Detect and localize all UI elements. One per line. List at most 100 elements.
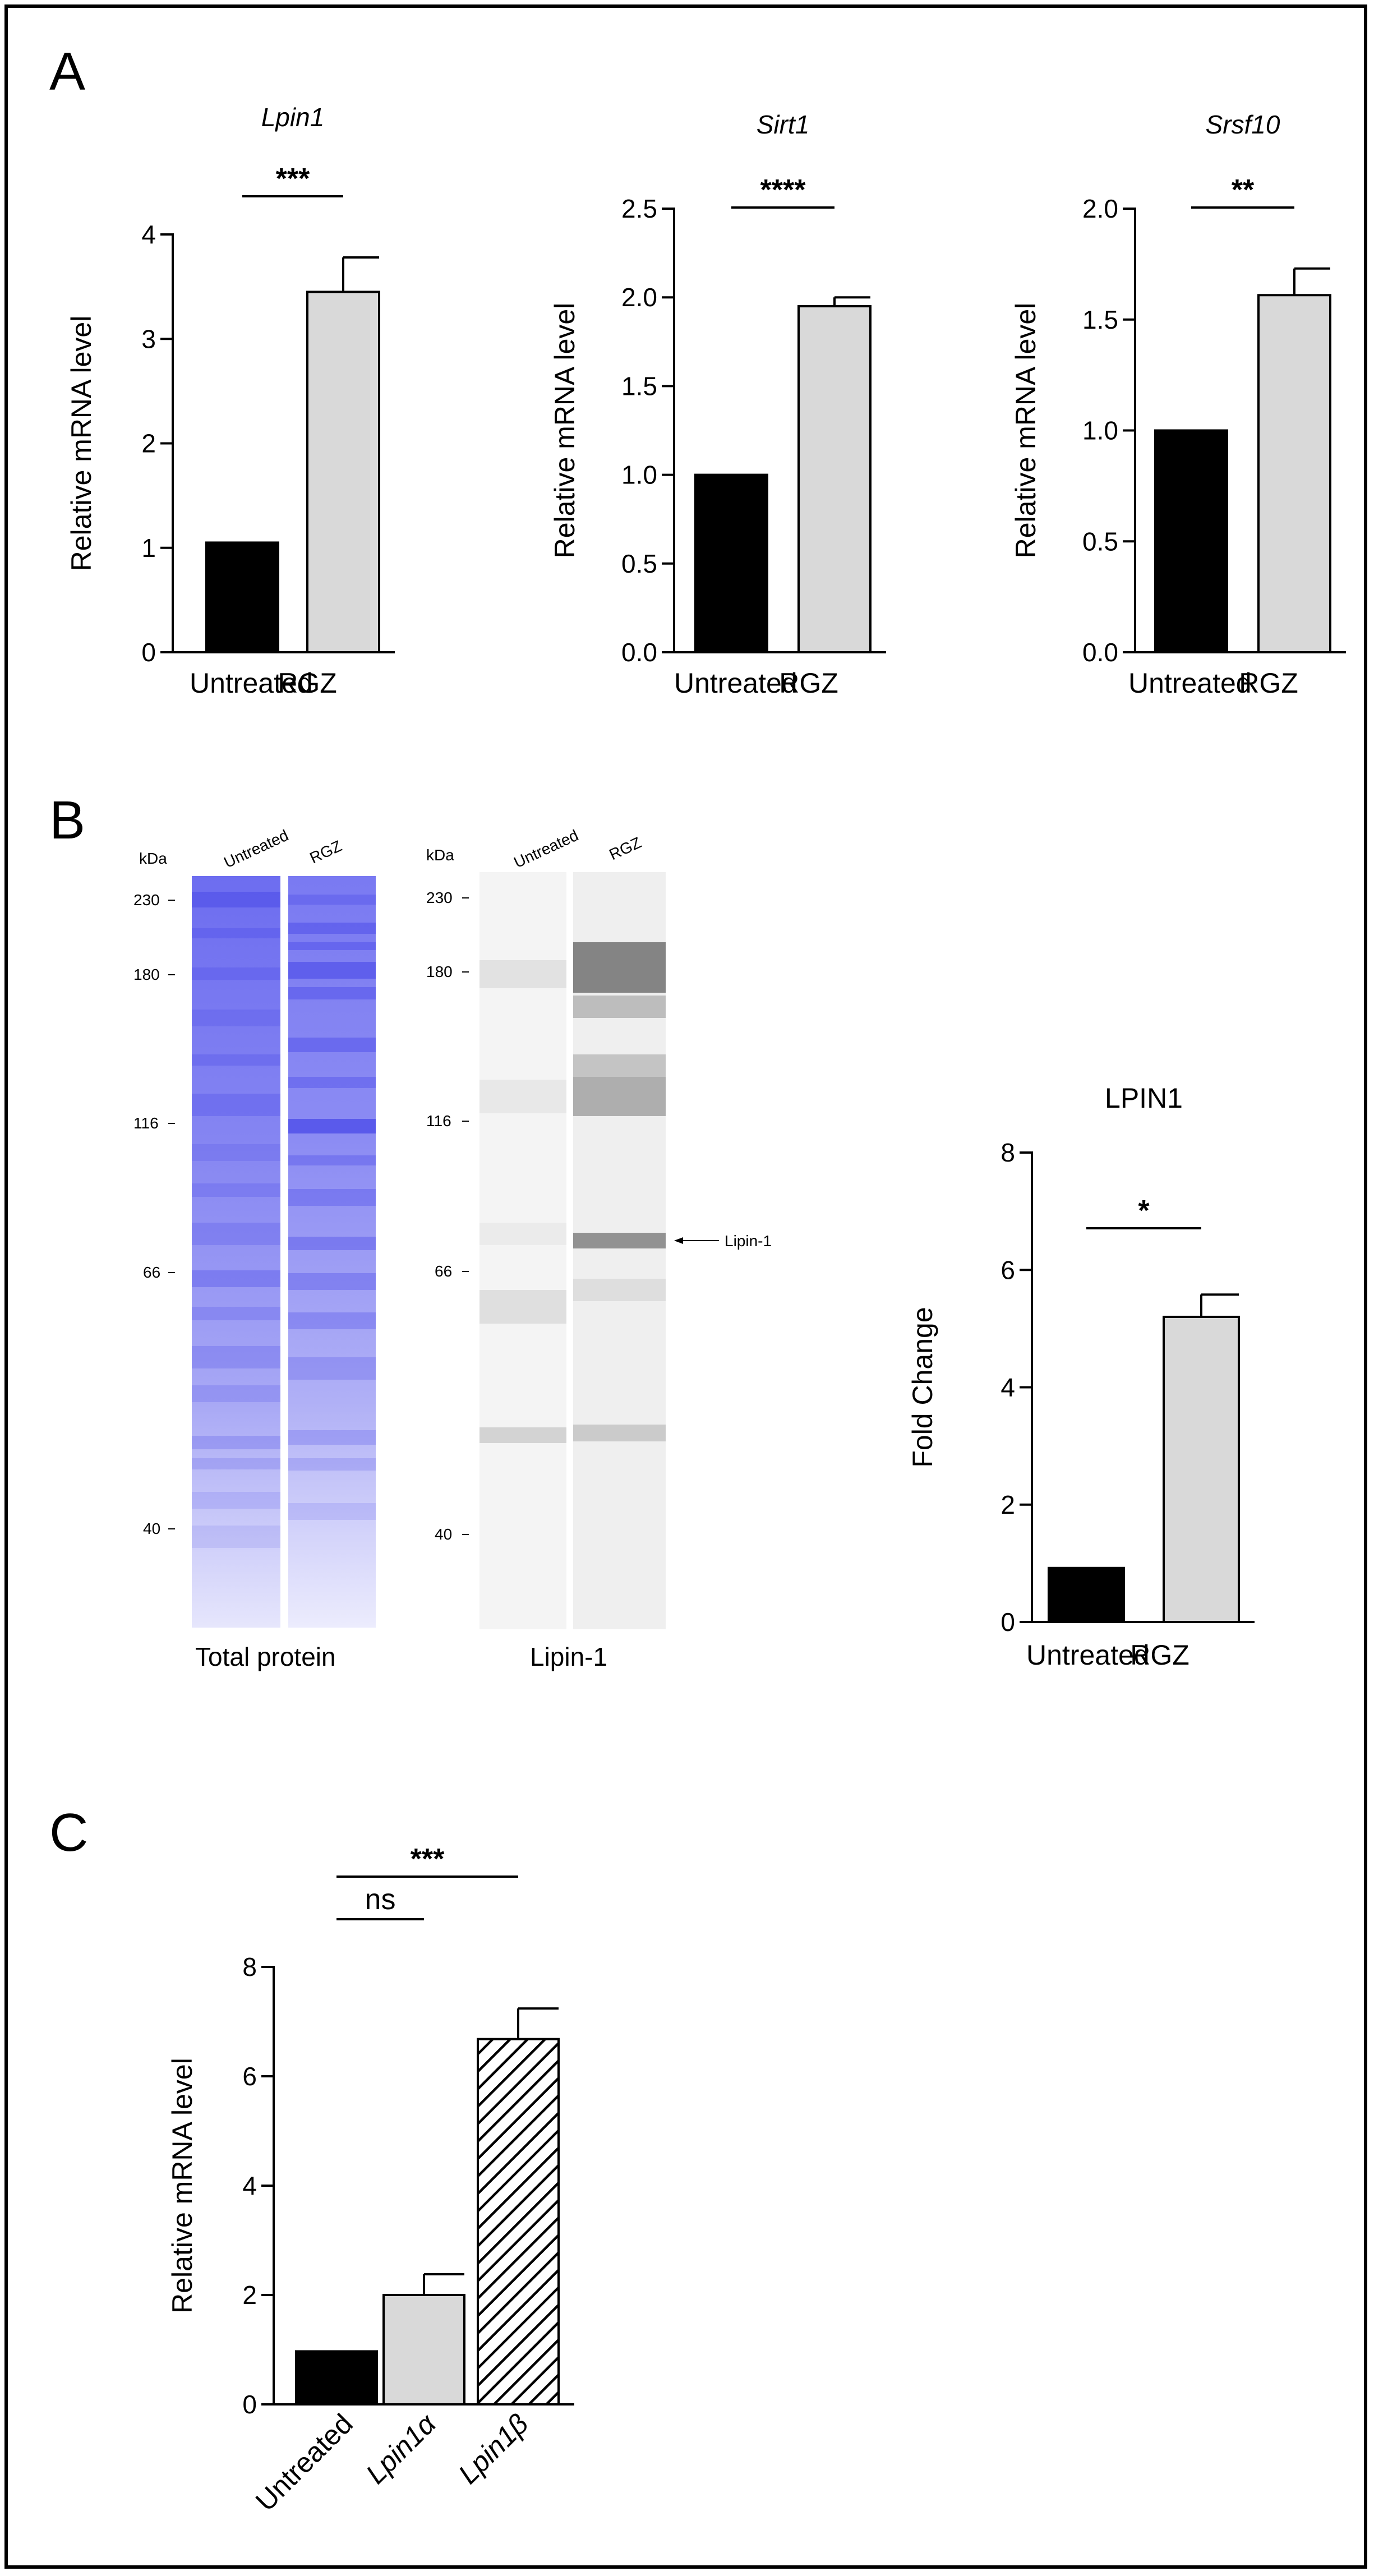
blot-band [479, 1427, 566, 1443]
bar-untreated [694, 473, 768, 653]
bar-untreated [295, 2350, 378, 2406]
blot-band [573, 996, 666, 1018]
chart-title: LPIN1 [1105, 1082, 1183, 1114]
blot-band [573, 1077, 666, 1116]
blot-band [288, 1038, 376, 1052]
y-tick-label: 1.5 [1082, 305, 1118, 334]
marker-116-lipin: 116 [426, 1112, 451, 1130]
lane-label-untreated-total: Untreated [221, 826, 291, 871]
blot-band [288, 1273, 376, 1290]
significance-label: ** [1232, 174, 1255, 206]
marker-40-total: 40 [143, 1520, 160, 1537]
y-axis-label: Relative mRNA level [1010, 303, 1041, 559]
lipin-band-annotation: Lipin-1 [725, 1232, 772, 1250]
blot-band [479, 1223, 566, 1245]
x-category-label: Untreated [1026, 1639, 1150, 1671]
y-axis-label: Fold Change [907, 1307, 938, 1467]
blot-band [288, 1189, 376, 1206]
total-protein-bands-untreated [192, 892, 280, 1548]
blot-band [192, 1223, 280, 1245]
marker-180-total: 180 [133, 966, 160, 983]
blot-band [479, 1080, 566, 1113]
y-tick-label: 6 [242, 2062, 257, 2091]
blot-band [192, 892, 280, 907]
blot-band [192, 1270, 280, 1287]
blot-band [192, 1054, 280, 1066]
blot-band [573, 1054, 666, 1077]
x-category-label: Lpin1α [360, 2407, 442, 2490]
y-axis-label: Relative mRNA level [167, 2058, 198, 2314]
kda-label-total: kDa [139, 850, 167, 867]
blot-band [288, 1357, 376, 1380]
chart-lpin1-isoforms-mrna: 0 2 4 6 8 Relative mRNA level Untreated Lpin1α L… [167, 1843, 574, 2517]
marker-116-total: 116 [133, 1114, 159, 1132]
blot-band [192, 1526, 280, 1548]
marker-230-total: 230 [133, 891, 160, 909]
y-tick-label: 2 [1000, 1490, 1015, 1519]
x-category-label: Untreated [674, 667, 797, 699]
y-tick-label: 0.0 [1082, 638, 1118, 667]
x-category-label: RGZ [1130, 1639, 1189, 1671]
blot-band [192, 1436, 280, 1449]
marker-180-lipin: 180 [426, 963, 453, 980]
blot-band [288, 987, 376, 999]
bar-rgz [1257, 294, 1331, 653]
blot-band [288, 923, 376, 934]
chart-title: Lpin1 [261, 103, 325, 132]
blot-band [192, 1307, 280, 1320]
blot-band [573, 942, 666, 993]
y-axis-label: Relative mRNA level [549, 303, 580, 559]
lane-label-rgz-lipin: RGZ [606, 833, 644, 863]
chart-lpin1-mrna: Lpin1 0 1 2 3 4 Relative mRNA level UntreatedRG… [66, 103, 395, 699]
y-tick-label: 2.0 [1082, 194, 1118, 223]
significance-label: *** [276, 163, 310, 195]
y-axis-label: Relative mRNA level [66, 316, 97, 572]
y-tick-label: 4 [242, 2171, 257, 2200]
blot-band [288, 962, 376, 979]
marker-66-lipin: 66 [435, 1262, 452, 1280]
lipin1-blot: kDa Untreated RGZ 230 180 116 66 40 Lipi… [426, 826, 772, 1671]
y-tick-label: 0 [242, 2390, 257, 2419]
blot-band [192, 967, 280, 980]
blot-band [573, 1279, 666, 1301]
blot-band [288, 1503, 376, 1520]
blot-band [192, 1346, 280, 1368]
y-tick-label: 4 [1000, 1373, 1015, 1402]
y-tick-label: 0.5 [621, 549, 657, 578]
lipin-lane-untreated [479, 872, 566, 1629]
x-category-label: RGZ [1239, 667, 1298, 699]
significance-label: **** [760, 174, 806, 206]
blot-band [288, 1430, 376, 1445]
bar-lpin1- [382, 2294, 465, 2406]
blot-band [573, 1425, 666, 1441]
blot-band [573, 1233, 666, 1248]
blot-band [288, 895, 376, 905]
bar-rgz [306, 291, 380, 653]
bar-lpin1- [477, 2038, 560, 2406]
blot-band [288, 1155, 376, 1165]
total-protein-bands-rgz [288, 895, 376, 1520]
total-protein-lane-untreated [192, 876, 280, 1628]
y-tick-label: 0.0 [621, 638, 657, 667]
x-category-label: RGZ [779, 667, 838, 699]
blot-band [288, 942, 376, 950]
y-tick-label: 1.0 [1082, 416, 1118, 445]
significance-label: * [1138, 1195, 1150, 1227]
blot-band [192, 1094, 280, 1116]
blot-band [192, 1385, 280, 1402]
y-tick-label: 4 [141, 220, 156, 249]
y-tick-label: 3 [141, 324, 156, 353]
panel-letter-a: A [49, 42, 85, 102]
blot-band [288, 1237, 376, 1250]
total-protein-caption: Total protein [195, 1642, 336, 1671]
blot-band [192, 1010, 280, 1026]
total-protein-lane-rgz [288, 876, 376, 1628]
x-category-label: Untreated [1128, 667, 1252, 699]
chart-title: Srsf10 [1206, 110, 1280, 139]
x-category-label: Untreated [250, 2408, 359, 2517]
bar-untreated [1154, 429, 1228, 653]
x-category-label: Lpin1β [452, 2408, 534, 2490]
y-tick-label: 0 [1000, 1607, 1015, 1637]
